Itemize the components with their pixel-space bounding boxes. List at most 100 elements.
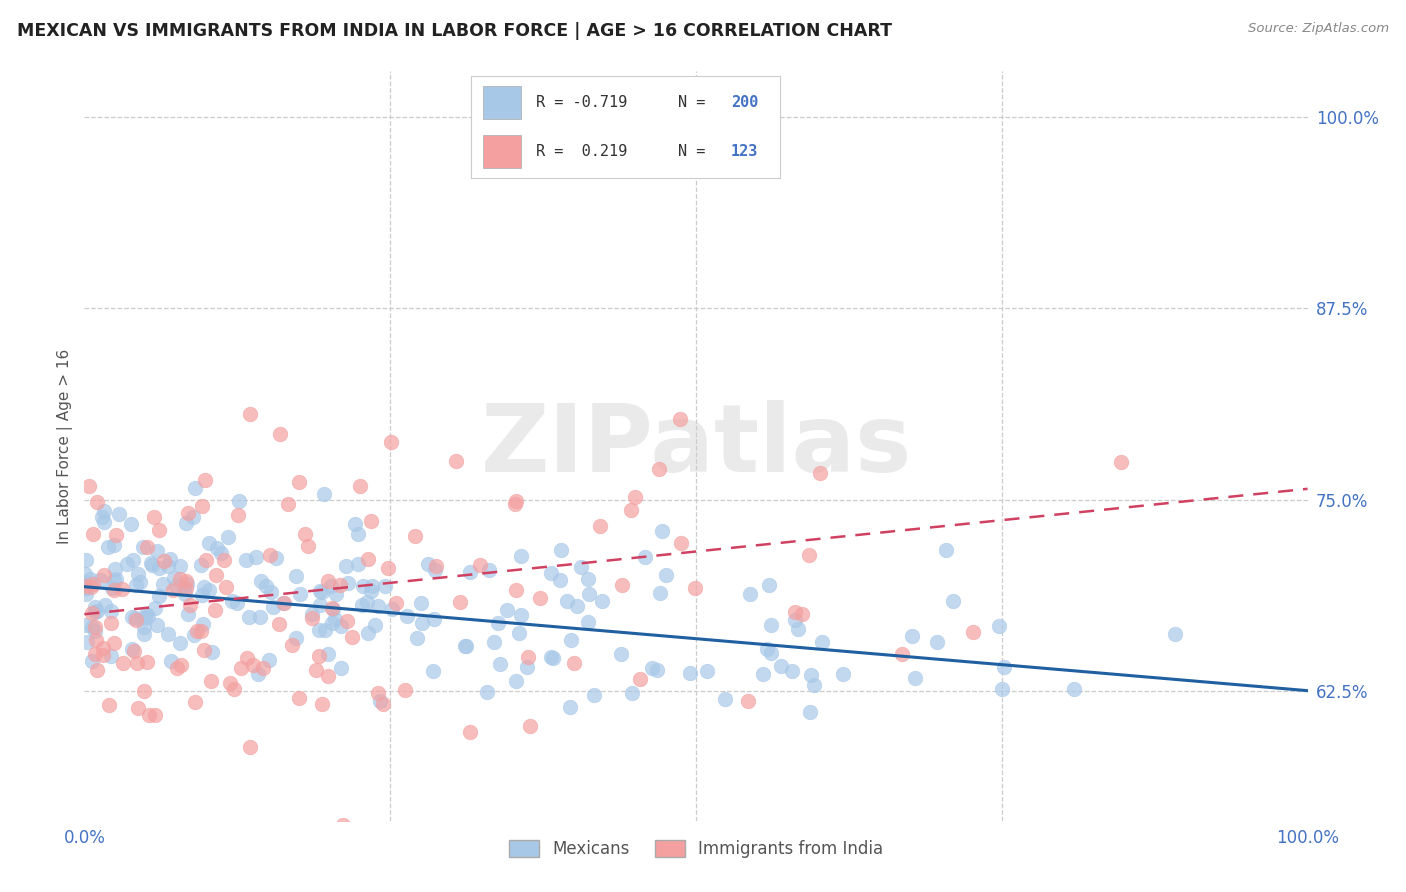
Point (1164, 626, 1187, 640)
Point (714, 691, 737, 706)
Text: 123: 123 (731, 145, 758, 160)
Point (141, 558, 163, 572)
Point (128, 575, 150, 590)
Point (215, 580, 238, 594)
Point (73, 566, 96, 581)
Point (505, 583, 527, 598)
Point (783, 613, 806, 627)
Point (184, 695, 207, 709)
Point (153, 554, 176, 568)
Point (316, 574, 339, 589)
Point (792, 607, 814, 622)
Point (406, 632, 429, 646)
Point (259, 548, 281, 562)
Point (316, 668, 339, 682)
Point (560, 699, 582, 714)
Text: R = -0.719: R = -0.719 (536, 95, 627, 110)
Point (305, 663, 328, 677)
Point (273, 596, 295, 610)
Point (146, 618, 169, 632)
Point (174, 574, 197, 589)
Point (125, 613, 148, 627)
Point (173, 587, 195, 601)
Point (683, 581, 706, 595)
Point (380, 434, 402, 449)
Point (360, 583, 382, 598)
Point (260, 584, 283, 599)
Point (314, 487, 336, 501)
Point (162, 583, 184, 598)
Point (368, 694, 391, 708)
Point (136, 540, 159, 554)
Text: Source: ZipAtlas.com: Source: ZipAtlas.com (1249, 22, 1389, 36)
Point (179, 598, 201, 612)
Point (80, 606, 103, 620)
Point (395, 608, 418, 623)
Point (277, 497, 299, 511)
Point (350, 599, 373, 613)
Point (183, 628, 205, 642)
Point (508, 625, 530, 640)
Point (423, 563, 446, 577)
Point (294, 527, 316, 541)
Point (200, 673, 222, 688)
Point (103, 582, 125, 597)
Point (288, 586, 311, 600)
Point (831, 666, 853, 681)
Point (759, 618, 782, 632)
Point (509, 608, 531, 623)
Point (173, 582, 195, 596)
Point (91, 648, 114, 662)
Point (169, 658, 191, 673)
Point (516, 649, 538, 664)
Point (444, 454, 467, 468)
Point (284, 631, 307, 645)
Point (75, 618, 97, 632)
Point (422, 664, 444, 678)
Point (357, 626, 380, 640)
Point (619, 503, 641, 517)
Point (249, 574, 271, 588)
Point (239, 739, 262, 754)
Point (235, 651, 257, 665)
Point (86, 494, 108, 508)
Point (112, 656, 135, 670)
Point (204, 603, 226, 617)
Point (449, 595, 471, 609)
Point (198, 535, 221, 549)
Point (321, 601, 343, 615)
Point (591, 593, 613, 607)
Point (105, 528, 128, 542)
Point (160, 654, 183, 668)
Point (84, 633, 107, 648)
Point (287, 691, 309, 706)
Point (309, 584, 332, 599)
Point (510, 549, 533, 564)
Point (516, 660, 538, 674)
Point (311, 697, 333, 711)
Point (181, 509, 204, 524)
Point (624, 490, 647, 504)
Point (648, 586, 671, 600)
Point (190, 558, 212, 572)
Point (148, 561, 170, 575)
Point (93, 515, 115, 529)
Point (803, 678, 825, 692)
Point (193, 616, 215, 631)
Point (360, 514, 382, 528)
Point (80, 620, 103, 634)
Point (484, 635, 506, 649)
Point (367, 686, 389, 700)
Point (540, 566, 562, 580)
Point (166, 660, 188, 674)
Point (576, 572, 599, 586)
Point (86, 603, 108, 617)
Point (143, 601, 166, 615)
Point (454, 639, 477, 653)
Point (478, 563, 501, 577)
Point (477, 685, 499, 699)
Point (135, 607, 157, 621)
Point (76, 634, 98, 648)
Text: N =: N = (678, 145, 714, 160)
Point (97, 540, 120, 554)
